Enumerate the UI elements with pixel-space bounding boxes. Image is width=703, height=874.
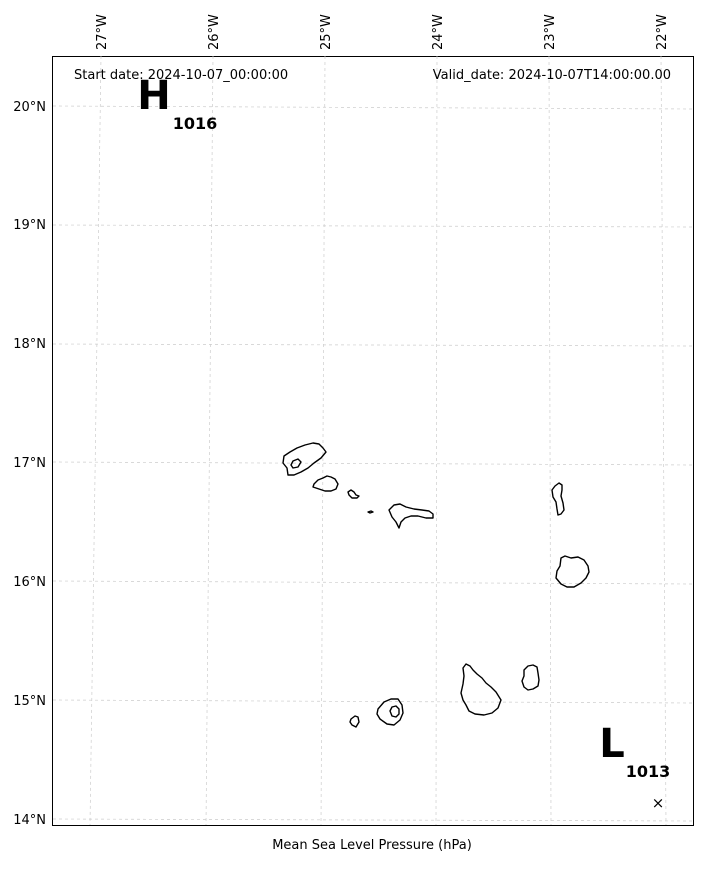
lat-label: 14°N [13, 813, 46, 828]
high-pressure-value: 1016 [173, 114, 218, 133]
lat-label: 18°N [13, 337, 46, 352]
valid-date-label: Valid_date: 2024-10-07T14:00:00.00 [433, 68, 671, 83]
island-fogo [376, 698, 404, 726]
graticule [52, 55, 694, 826]
parallel-15n [52, 699, 694, 704]
lon-label: 24°W [431, 14, 446, 50]
lat-label: 15°N [13, 694, 46, 709]
parallel-18n [52, 343, 694, 347]
meridian-22w [660, 55, 667, 826]
map-frame [52, 56, 694, 826]
lat-label: 19°N [13, 218, 46, 233]
lon-label: 25°W [319, 14, 334, 50]
parallel-14n [52, 818, 694, 822]
meridian-26w [205, 55, 214, 826]
parallel-20n [52, 105, 694, 110]
island-boa-vista [555, 555, 590, 588]
lat-label: 20°N [13, 100, 46, 115]
lon-label: 26°W [207, 14, 222, 50]
island-santa-luzia [347, 489, 360, 499]
coastlines [282, 442, 590, 728]
lat-label: 17°N [13, 456, 46, 471]
map-clip: H [137, 73, 170, 119]
footer-label: Mean Sea Level Pressure (hPa) [272, 838, 472, 853]
meridian-23w [548, 55, 552, 826]
longitude-labels: 27°W 26°W 25°W 24°W 23°W 22°W [95, 14, 670, 50]
lat-label: 16°N [13, 575, 46, 590]
island-raso [367, 510, 374, 514]
low-pressure-letter: L [599, 721, 625, 767]
island-sal [551, 482, 565, 516]
parallel-16n [52, 580, 694, 585]
meridian-25w [320, 55, 326, 826]
island-santo-antao [282, 442, 327, 476]
start-date-label: Start date: 2024-10-07_00:00:00 [74, 68, 288, 83]
latitude-labels: 20°N 19°N 18°N 17°N 16°N 15°N 14°N [13, 100, 46, 828]
low-center-marker: × [652, 794, 665, 812]
low-pressure-value: 1013 [626, 762, 671, 781]
island-santo-antao-contour [290, 458, 302, 469]
lon-label: 27°W [95, 14, 110, 50]
meridian-24w [435, 55, 438, 826]
island-sao-vicente [312, 475, 339, 492]
lon-label: 23°W [543, 14, 558, 50]
parallel-19n [52, 224, 694, 228]
parallel-17n [52, 461, 694, 466]
high-pressure-letter: H [137, 73, 170, 119]
lon-label: 22°W [655, 14, 670, 50]
island-brava [349, 715, 360, 728]
meridian-27w [89, 55, 102, 826]
island-fogo-contour [389, 705, 400, 718]
island-sao-nicolau [388, 503, 434, 529]
island-santiago [460, 663, 502, 716]
island-maio [521, 664, 540, 691]
